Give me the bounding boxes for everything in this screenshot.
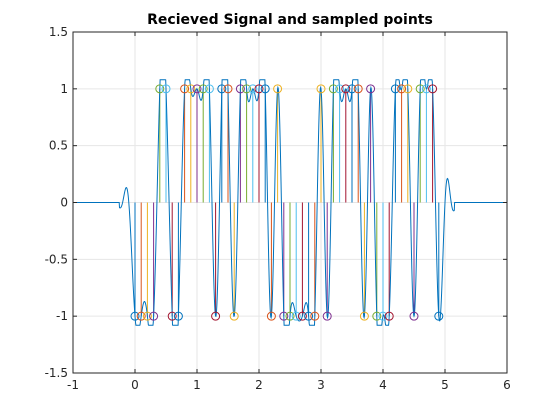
sample-point xyxy=(229,311,239,321)
x-tick-label: 4 xyxy=(379,378,387,392)
x-tick-label: 0 xyxy=(131,378,139,392)
x-tick-label: 5 xyxy=(441,378,449,392)
y-tick-label: 0.5 xyxy=(49,139,68,153)
sample-point xyxy=(304,311,314,321)
x-tick-label: 6 xyxy=(503,378,511,392)
sample-point xyxy=(421,84,431,94)
sample-point xyxy=(366,84,376,94)
sample-point xyxy=(198,84,208,94)
sample-point xyxy=(273,84,283,94)
y-tick-label: 1 xyxy=(60,82,68,96)
sample-point xyxy=(142,311,152,321)
sample-point xyxy=(359,311,369,321)
sample-point xyxy=(260,84,270,94)
sample-point xyxy=(285,311,295,321)
signal-series xyxy=(73,79,507,326)
sample-point xyxy=(192,84,202,94)
sample-point xyxy=(372,311,382,321)
sample-point xyxy=(341,84,351,94)
sample-point xyxy=(211,311,221,321)
sample-point xyxy=(322,311,332,321)
sample-point xyxy=(335,84,345,94)
sample-point xyxy=(130,311,140,321)
sample-point xyxy=(266,311,276,321)
sample-point xyxy=(173,311,183,321)
y-tick-label: -1.5 xyxy=(45,366,68,380)
sample-point xyxy=(254,84,264,94)
y-tick-label: 0 xyxy=(60,196,68,210)
sample-point xyxy=(378,311,388,321)
sample-point xyxy=(297,311,307,321)
sample-point xyxy=(390,84,400,94)
sample-point xyxy=(204,84,214,94)
sample-point xyxy=(180,84,190,94)
sample-point xyxy=(310,311,320,321)
y-tick-label: -1 xyxy=(56,309,68,323)
x-tick-label: 2 xyxy=(255,378,263,392)
y-tick-label: -0.5 xyxy=(45,252,68,266)
sample-point xyxy=(328,84,338,94)
sample-point xyxy=(428,84,438,94)
sample-point xyxy=(186,84,196,94)
sample-point xyxy=(248,84,258,94)
received-signal-line xyxy=(73,79,507,326)
sample-point xyxy=(149,311,159,321)
sample-point xyxy=(415,84,425,94)
sample-point xyxy=(403,84,413,94)
sample-point xyxy=(167,311,177,321)
chart-title: Recieved Signal and sampled points xyxy=(147,12,433,28)
y-tick-label: 1.5 xyxy=(49,25,68,39)
sample-point xyxy=(291,311,301,321)
axis-ticks: -1 0 1 2 3 4 5 6-1.5-1-0.500.511.5 xyxy=(45,25,511,392)
sample-point xyxy=(347,84,357,94)
sample-point xyxy=(279,311,289,321)
sample-point xyxy=(409,311,419,321)
sample-point xyxy=(217,84,227,94)
sample-point xyxy=(223,84,233,94)
sample-point xyxy=(161,84,171,94)
sample-point xyxy=(242,84,252,94)
x-tick-label: 3 xyxy=(317,378,325,392)
sample-point xyxy=(235,84,245,94)
sample-point xyxy=(353,84,363,94)
sample-markers xyxy=(130,84,444,321)
sample-point xyxy=(316,84,326,94)
sample-point xyxy=(155,84,165,94)
sample-point xyxy=(384,311,394,321)
x-tick-label: 1 xyxy=(193,378,201,392)
sample-point xyxy=(136,311,146,321)
x-tick-label: -1 xyxy=(67,378,79,392)
sample-point xyxy=(434,311,444,321)
sample-point xyxy=(397,84,407,94)
